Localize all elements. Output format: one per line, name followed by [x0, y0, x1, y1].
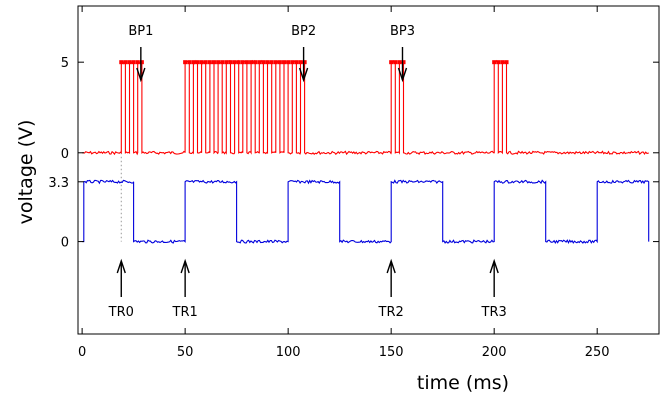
pulse-marker — [224, 60, 229, 65]
pulse-marker — [492, 60, 497, 65]
x-tick-label: 0 — [78, 345, 86, 360]
x-tick-label: 200 — [482, 345, 507, 360]
pulse-marker — [216, 60, 221, 65]
annotation-tr3: TR3 — [481, 258, 507, 320]
pulse-marker — [220, 60, 225, 65]
pulse-marker — [187, 60, 192, 65]
annotations: BP1 BP2 BP3 TR0 TR1 TR2 TR3 — [108, 24, 507, 320]
pulse-marker — [393, 60, 398, 65]
annotation-arrow-head — [397, 67, 408, 83]
pulse-marker — [277, 60, 282, 65]
pulse-marker — [273, 60, 278, 65]
annotation-label: TR0 — [108, 305, 134, 320]
pulse-marker — [500, 60, 505, 65]
x-tick-label: 250 — [585, 345, 610, 360]
pulse-marker — [504, 60, 509, 65]
pulse-marker — [298, 60, 303, 65]
pulse-marker — [401, 60, 406, 65]
pulse-marker — [127, 60, 132, 65]
pulse-marker — [123, 60, 128, 65]
pulse-marker — [249, 60, 254, 65]
pulse-marker — [257, 60, 262, 65]
pulse-marker — [397, 60, 402, 65]
pulse-marker — [269, 60, 274, 65]
signal-traces — [82, 59, 650, 245]
annotation-bp1: BP1 — [128, 24, 153, 83]
pulse-marker — [261, 60, 266, 65]
x-axis-title: time (ms) — [417, 372, 509, 394]
pulse-marker — [207, 60, 212, 65]
annotation-label: TR3 — [481, 305, 507, 320]
y-tick-label: 0 — [61, 236, 69, 251]
pulse-marker — [139, 60, 144, 65]
annotation-tr0: TR0 — [108, 258, 134, 320]
annotation-arrow-head — [136, 67, 146, 83]
annotation-arrow-head — [489, 258, 499, 274]
annotation-arrow-head — [116, 258, 126, 274]
pulse-marker — [199, 60, 204, 65]
red-signal-trace — [82, 59, 650, 156]
annotation-tr2: TR2 — [378, 258, 404, 320]
annotation-arrow-head — [180, 258, 190, 274]
x-tick-label: 150 — [379, 345, 404, 360]
pulse-marker — [286, 60, 291, 65]
annotation-label: TR1 — [172, 305, 198, 320]
annotation-label: BP2 — [291, 24, 316, 39]
annotation-bp3: BP3 — [390, 24, 415, 83]
pulse-marker — [290, 60, 295, 65]
blue-signal-trace — [82, 179, 650, 245]
pulse-marker — [183, 60, 188, 65]
pulse-marker — [232, 60, 237, 65]
pulse-marker — [135, 60, 140, 65]
annotation-label: TR2 — [378, 305, 404, 320]
annotation-arrow-head — [386, 258, 396, 274]
pulse-marker — [240, 60, 245, 65]
y-tick-label: 0 — [61, 147, 69, 162]
annotation-label: BP3 — [390, 24, 415, 39]
pulse-marker — [131, 60, 136, 65]
x-tick-label: 50 — [177, 345, 194, 360]
pulse-marker — [119, 60, 124, 65]
x-tick-label: 100 — [276, 345, 301, 360]
annotation-label: BP1 — [128, 24, 153, 39]
annotation-tr1: TR1 — [172, 258, 198, 320]
y-axis-title: voltage (V) — [15, 120, 37, 225]
plot-frame — [77, 5, 660, 335]
annotation-bp2: BP2 — [291, 24, 316, 83]
pulse-marker — [244, 60, 249, 65]
y-tick-label: 5 — [61, 56, 69, 71]
pulse-marker — [496, 60, 501, 65]
pulse-marker — [253, 60, 258, 65]
pulse-marker — [195, 60, 200, 65]
pulse-marker — [228, 60, 233, 65]
pulse-marker — [294, 60, 299, 65]
pulse-marker — [236, 60, 241, 65]
pulse-marker — [203, 60, 208, 65]
pulse-marker — [265, 60, 270, 65]
pulse-marker — [302, 60, 307, 65]
pulse-marker — [211, 60, 216, 65]
pulse-marker — [191, 60, 196, 65]
y-tick-label: 3.3 — [48, 176, 69, 191]
pulse-marker — [389, 60, 394, 65]
pulse-marker — [282, 60, 287, 65]
annotation-arrow-head — [298, 67, 309, 83]
